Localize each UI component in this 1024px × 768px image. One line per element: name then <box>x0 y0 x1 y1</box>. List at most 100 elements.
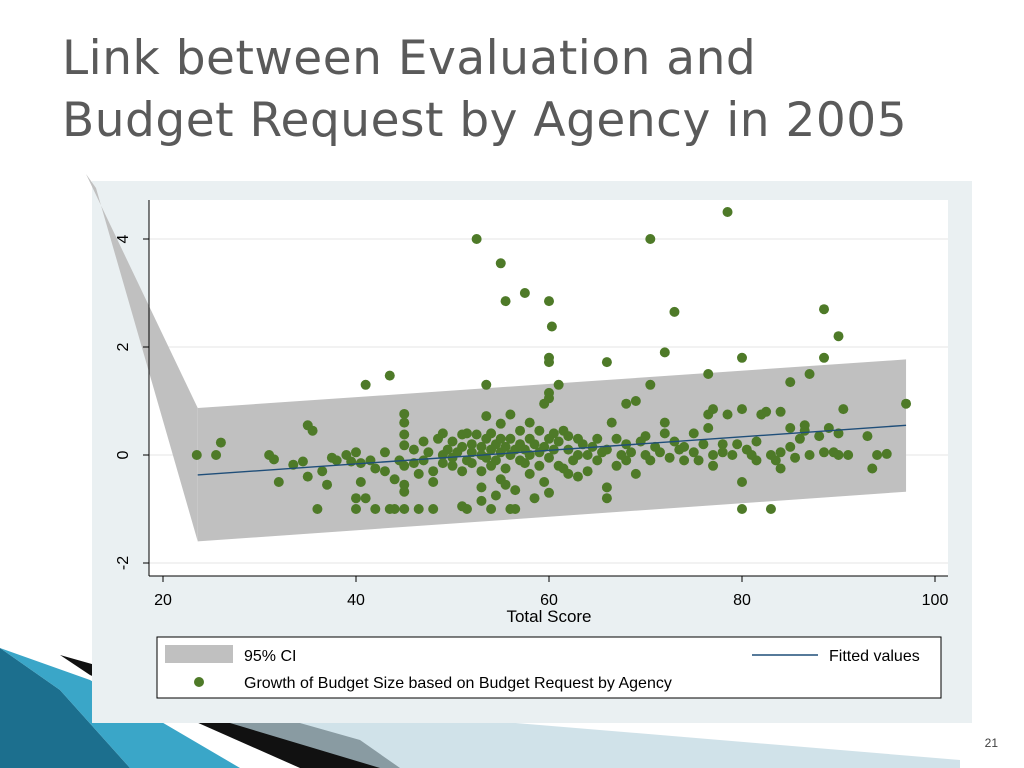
data-point <box>814 431 825 442</box>
x-axis-label: Total Score <box>506 607 591 626</box>
data-point <box>399 504 410 514</box>
y-tick-label: 2 <box>115 342 132 351</box>
data-point <box>592 455 603 466</box>
data-point <box>297 456 308 467</box>
data-point <box>476 466 487 477</box>
data-point <box>457 441 468 452</box>
data-point <box>408 444 419 455</box>
data-point <box>592 433 603 444</box>
data-point <box>703 423 714 433</box>
data-point <box>708 450 719 460</box>
y-tick-label: -2 <box>115 556 132 570</box>
data-point <box>495 433 506 444</box>
data-point <box>524 417 535 428</box>
slide-title: Link between Evaluation and Budget Reque… <box>62 28 1002 152</box>
data-point <box>355 477 366 487</box>
data-point <box>481 379 492 390</box>
slide-title-line-1: Link between Evaluation and <box>62 31 757 86</box>
data-point <box>399 440 410 451</box>
data-point <box>399 408 410 419</box>
legend-box <box>156 636 942 699</box>
data-point <box>268 454 279 465</box>
data-point <box>500 479 511 490</box>
data-point <box>737 477 747 487</box>
data-point <box>621 455 632 466</box>
data-point <box>862 431 873 442</box>
data-point <box>659 417 670 428</box>
data-point <box>519 458 530 469</box>
data-point <box>901 398 912 409</box>
data-point <box>519 288 530 298</box>
data-point <box>399 417 410 428</box>
data-point <box>505 409 516 420</box>
data-point <box>785 377 796 388</box>
data-point <box>881 448 892 459</box>
data-point <box>539 441 550 452</box>
data-point <box>442 444 453 455</box>
data-point <box>819 447 830 458</box>
data-point <box>418 436 429 447</box>
data-point <box>544 352 554 363</box>
data-point <box>765 504 776 514</box>
data-point <box>732 439 743 450</box>
data-point <box>529 439 540 450</box>
data-point <box>495 418 506 429</box>
data-point <box>843 450 854 460</box>
slide-title-line-2: Budget Request by Agency in 2005 <box>62 93 908 148</box>
data-point <box>722 207 733 217</box>
data-point <box>351 504 361 514</box>
data-point <box>790 452 801 463</box>
data-point <box>717 447 728 458</box>
data-point <box>524 468 535 479</box>
legend-ci-swatch <box>165 645 233 663</box>
data-point <box>351 493 361 504</box>
data-point <box>447 460 458 471</box>
y-tick-label: 4 <box>115 234 132 243</box>
data-point <box>645 234 656 244</box>
axis-ticks: 20 40 60 80 100 -2 0 2 4 <box>115 234 948 609</box>
legend: 95% CI Fitted values Growth of Budget Si… <box>156 636 942 699</box>
data-point <box>476 441 487 452</box>
data-point <box>384 370 395 381</box>
data-point <box>288 459 299 470</box>
data-point <box>486 428 497 439</box>
data-point <box>539 477 550 487</box>
data-point <box>534 425 545 436</box>
data-point <box>544 452 554 463</box>
page-number: 21 <box>984 736 998 750</box>
data-point <box>399 460 410 471</box>
data-point <box>302 471 313 482</box>
data-point <box>418 455 429 466</box>
data-point <box>399 479 410 490</box>
legend-points-label: Growth of Budget Size based on Budget Re… <box>244 675 672 692</box>
data-point <box>273 477 284 487</box>
data-point <box>601 482 612 493</box>
data-point <box>785 441 796 452</box>
data-point <box>413 504 424 514</box>
x-tick-label: 60 <box>540 592 558 609</box>
data-point <box>659 428 670 439</box>
data-point <box>601 357 612 368</box>
data-point <box>630 468 641 479</box>
data-point <box>399 429 410 440</box>
data-point <box>466 458 477 469</box>
data-point <box>379 447 390 458</box>
x-tick-label: 80 <box>733 592 751 609</box>
data-point <box>703 369 714 379</box>
data-point <box>761 406 772 417</box>
data-point <box>471 429 482 440</box>
data-point <box>211 450 222 460</box>
fitted-line <box>197 424 907 476</box>
data-point <box>563 468 574 479</box>
data-point <box>548 428 559 439</box>
data-point <box>331 455 342 466</box>
data-point <box>215 437 226 448</box>
data-point <box>819 304 830 315</box>
data-point <box>370 504 381 514</box>
data-point <box>461 428 472 439</box>
data-point <box>437 458 448 469</box>
data-point <box>717 439 728 450</box>
data-point <box>471 234 482 244</box>
data-point <box>437 428 448 439</box>
data-point <box>630 396 641 406</box>
